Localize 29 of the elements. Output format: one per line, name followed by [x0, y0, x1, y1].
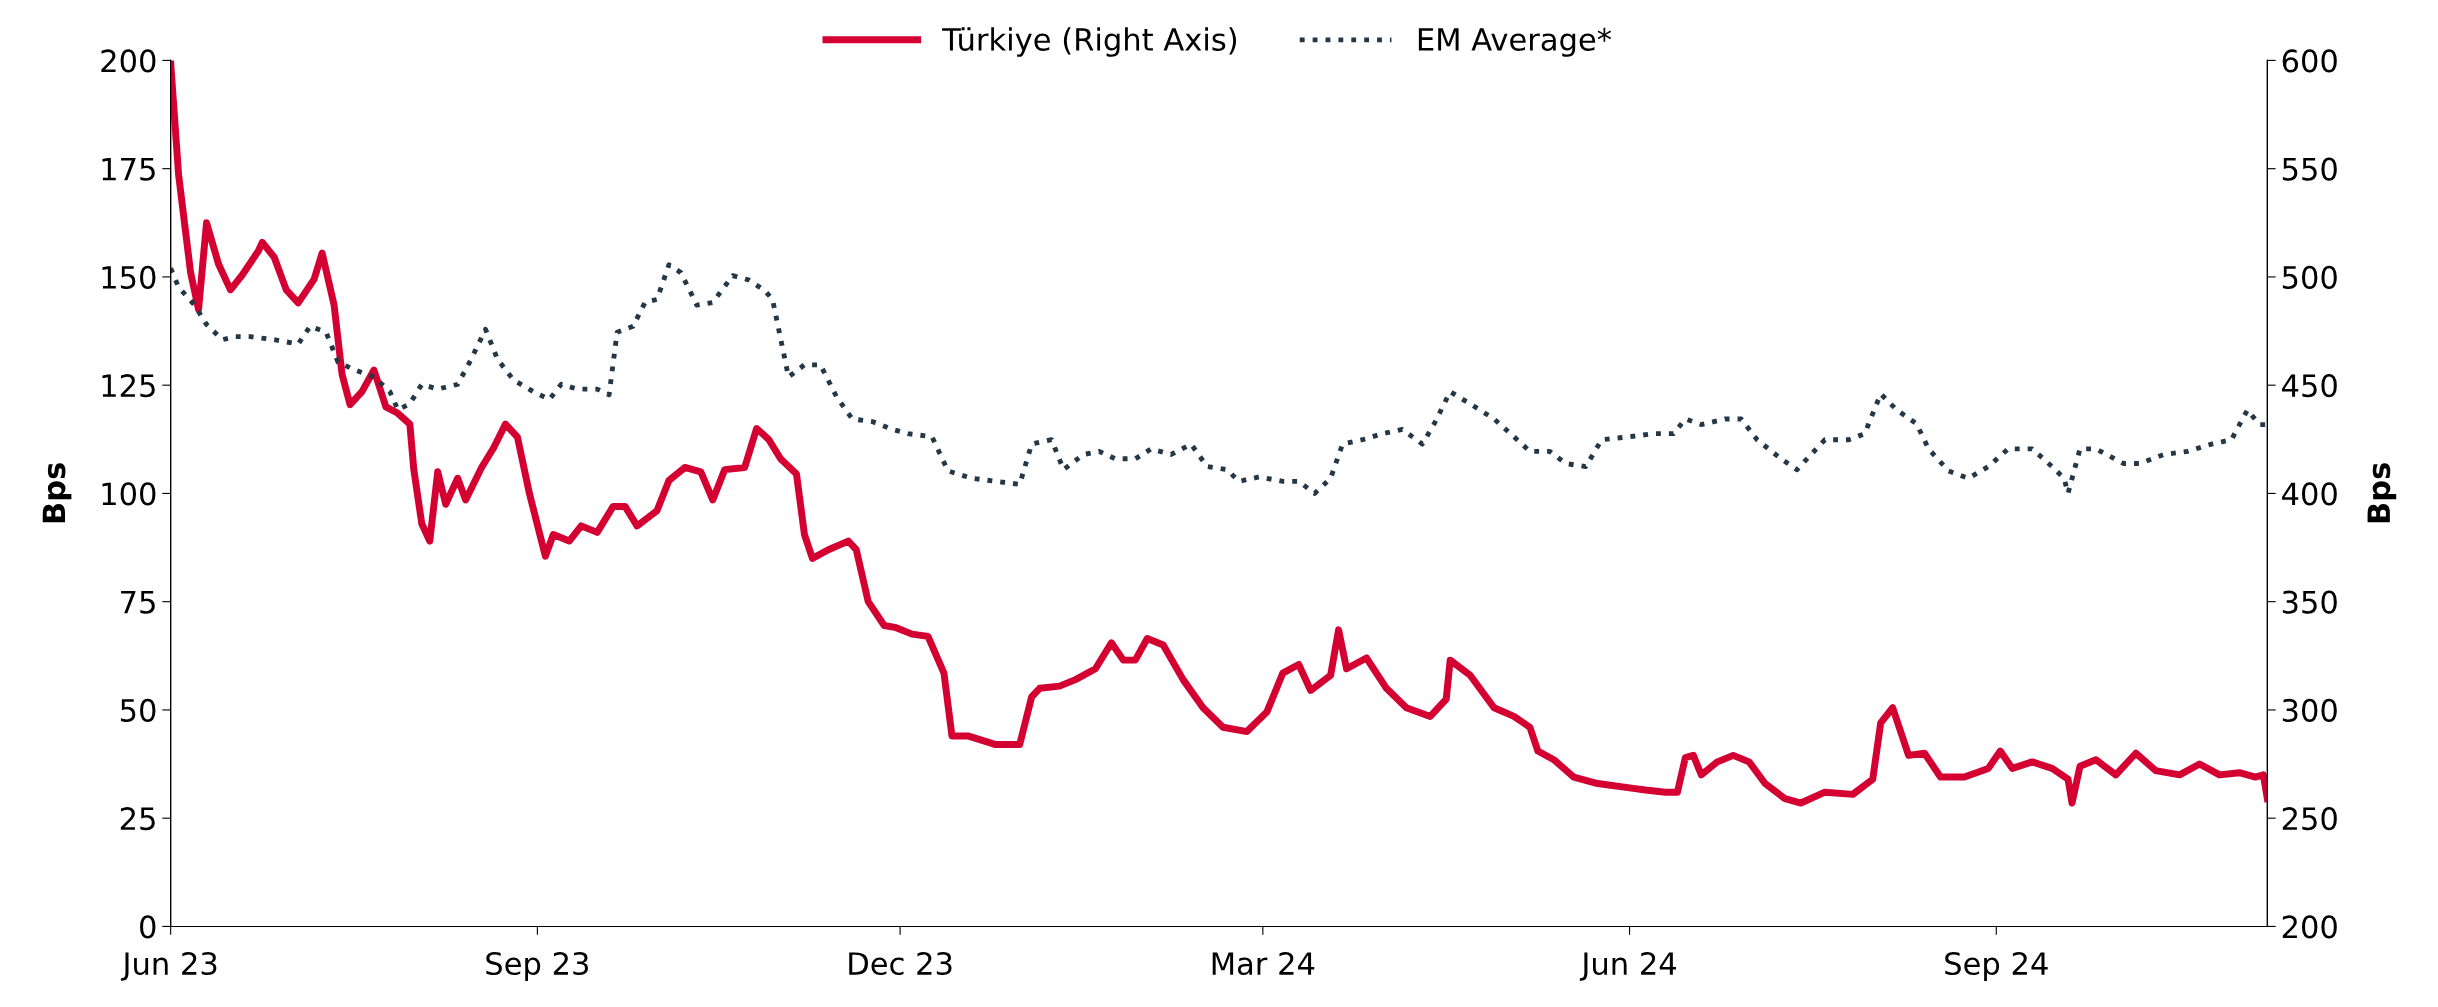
y-tick-label: 125 [102, 374, 155, 398]
y2-tick-label: 450 [2282, 374, 2337, 398]
y-tick-label: 100 [102, 482, 156, 506]
y2-tick-label: 200 [2282, 915, 2337, 939]
y2-tick-label: 500 [2282, 265, 2337, 289]
y2-tick-label: 400 [2282, 482, 2337, 506]
line-series [170, 262, 2268, 496]
legend-label: EM Average* [1418, 27, 1612, 57]
y-axis-title: Bps [42, 463, 72, 523]
x-tick-label: Dec 23 [849, 951, 952, 976]
x-tick-label: Mar 24 [1212, 951, 1315, 976]
y2-tick-label: 350 [2282, 590, 2337, 614]
y2-tick-label: 600 [2282, 49, 2337, 73]
x-tick-label: Jun 24 [1579, 951, 1677, 981]
y2-tick-label: 550 [2282, 157, 2337, 181]
y-tick-label: 0 [140, 915, 156, 939]
y2-axis-title: Bps [2367, 463, 2397, 523]
y-tick-label: 25 [120, 807, 155, 831]
y-tick-label: 200 [101, 49, 156, 73]
y-tick-label: 75 [121, 591, 155, 614]
x-tick-label: Sep 23 [486, 951, 589, 982]
y2-tick-label: 300 [2282, 698, 2337, 722]
y-tick-label: 175 [102, 158, 155, 181]
x-tick-label: Jun 23 [120, 951, 217, 981]
y-tick-label: 150 [102, 265, 156, 289]
legend-label: Türkiye (Right Axis) [942, 27, 1237, 57]
y-tick-label: 50 [120, 698, 156, 722]
y2-tick-label: 250 [2282, 807, 2337, 831]
x-tick-label: Sep 24 [1945, 951, 2048, 982]
